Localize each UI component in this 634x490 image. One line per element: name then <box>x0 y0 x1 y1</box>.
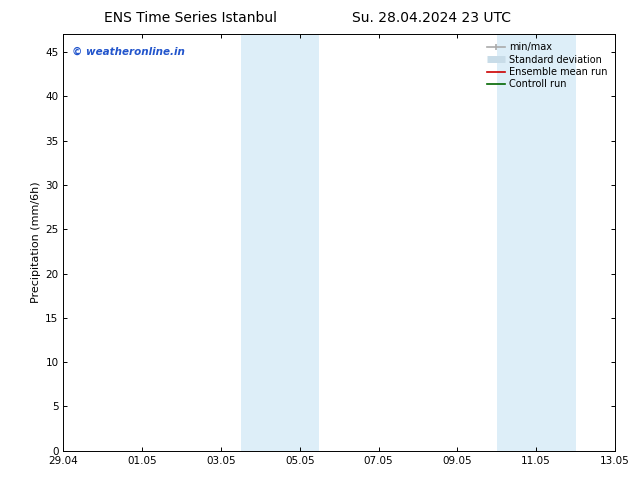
Text: Su. 28.04.2024 23 UTC: Su. 28.04.2024 23 UTC <box>352 11 510 25</box>
Y-axis label: Precipitation (mm/6h): Precipitation (mm/6h) <box>31 182 41 303</box>
Bar <box>497 34 576 451</box>
Bar <box>241 34 320 451</box>
Legend: min/max, Standard deviation, Ensemble mean run, Controll run: min/max, Standard deviation, Ensemble me… <box>484 39 610 92</box>
Text: ENS Time Series Istanbul: ENS Time Series Istanbul <box>104 11 276 25</box>
Text: © weatheronline.in: © weatheronline.in <box>72 47 184 57</box>
